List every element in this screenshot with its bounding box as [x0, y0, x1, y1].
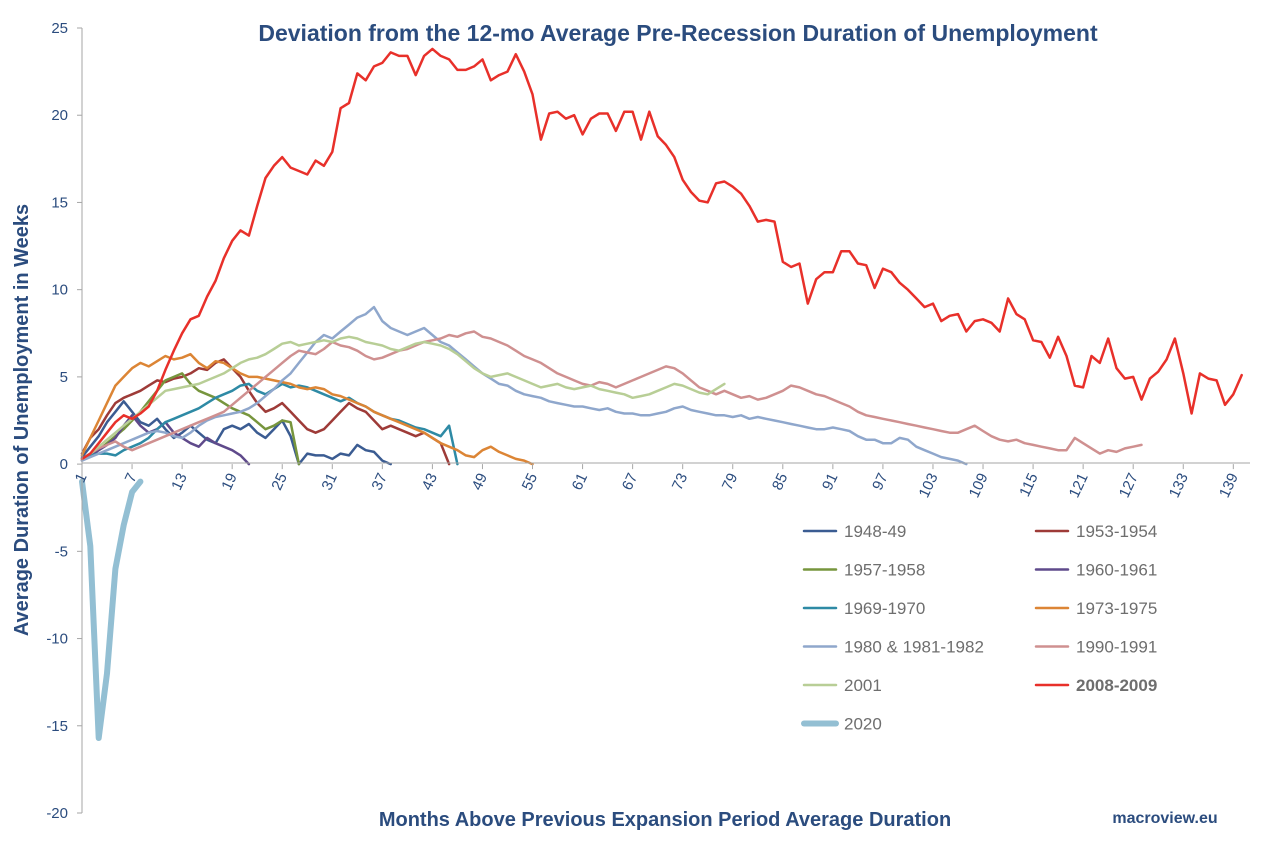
x-tick-label: 1 [72, 471, 91, 486]
y-tick-label: 5 [60, 369, 68, 386]
y-tick-label: 15 [51, 194, 68, 211]
x-ticks: 1 7 13 19 25 31 37 43 49 55 61 67 73 79 85 91 97 103 109 11… [72, 464, 1242, 500]
x-tick-label: 7 [122, 471, 141, 486]
x-tick-label: 133 [1166, 471, 1192, 501]
x-tick-label: 61 [569, 471, 591, 493]
legend-item-1990-1991: 1990-1991 [1034, 638, 1157, 657]
legend-label: 1969-1970 [844, 599, 925, 618]
x-tick-label: 109 [966, 471, 992, 501]
y-axis-label: Average Duration of Unemployment in Week… [11, 204, 33, 636]
y-tick-label: 0 [60, 456, 68, 473]
legend-item-1980-1981-1982: 1980 & 1981-1982 [802, 638, 984, 657]
series-line-1990-1991 [80, 330, 1143, 461]
y-tick-label: 20 [51, 107, 68, 124]
legend-item-1973-1975: 1973-1975 [1034, 599, 1157, 618]
credit-text: macroview.eu [1112, 810, 1217, 827]
x-tick-label: 25 [268, 471, 290, 493]
x-tick-label: 13 [168, 471, 190, 493]
x-tick-label: 115 [1016, 471, 1042, 500]
legend-label: 1990-1991 [1076, 638, 1157, 657]
x-tick-label: 37 [369, 471, 391, 493]
y-ticks: 25 20 15 10 5 0 -5 -10 -15 -20 [46, 20, 82, 822]
legend-label: 2008-2009 [1076, 676, 1157, 695]
x-tick-label: 85 [769, 471, 791, 493]
y-tick-label: 25 [51, 20, 68, 37]
series-line-2001 [80, 335, 726, 461]
x-tick-label: 73 [669, 471, 691, 493]
x-tick-label: 121 [1066, 471, 1092, 501]
legend-label: 1980 & 1981-1982 [844, 638, 984, 657]
x-tick-label: 19 [218, 471, 240, 493]
legend-item-1969-1970: 1969-1970 [802, 599, 925, 618]
x-tick-label: 97 [869, 471, 891, 493]
legend-item-1957-1958: 1957-1958 [802, 561, 925, 580]
legend-label: 1953-1954 [1076, 522, 1157, 541]
legend-item-1953-1954: 1953-1954 [1034, 522, 1157, 541]
legend-item-2020: 2020 [801, 715, 882, 734]
legend: 1948-49 1953-1954 1957-1958 1960-1961 1969-1… [801, 522, 1157, 734]
x-tick-label: 79 [719, 471, 741, 493]
series-line-2020 [79, 478, 144, 741]
x-tick-label: 31 [318, 471, 340, 493]
chart-title: Deviation from the 12-mo Average Pre-Rec… [258, 20, 1098, 46]
y-tick-label: -15 [46, 718, 68, 735]
x-tick-label: 49 [469, 471, 491, 493]
legend-label: 1960-1961 [1076, 561, 1157, 580]
x-tick-label: 91 [819, 471, 841, 493]
legend-item-1948-49: 1948-49 [802, 522, 906, 541]
x-tick-label: 43 [419, 471, 441, 493]
legend-item-2008-2009: 2008-2009 [1034, 676, 1157, 695]
y-tick-label: -10 [46, 631, 68, 648]
legend-label: 1957-1958 [844, 561, 925, 580]
x-tick-label: 139 [1216, 471, 1242, 501]
y-tick-label: -5 [55, 543, 68, 560]
series-line-2008-2009 [80, 47, 1243, 461]
x-axis-label: Months Above Previous Expansion Period A… [379, 809, 951, 831]
series-line-1953-1954 [80, 358, 451, 466]
legend-label: 2020 [844, 715, 882, 734]
y-tick-label: -20 [46, 805, 68, 822]
legend-label: 1948-49 [844, 522, 906, 541]
x-tick-label: 55 [519, 471, 541, 493]
x-tick-label: 67 [619, 471, 641, 493]
legend-label: 2001 [844, 676, 882, 695]
legend-item-1960-1961: 1960-1961 [1034, 561, 1157, 580]
x-tick-label: 103 [916, 471, 942, 501]
axes [81, 28, 1250, 813]
series-line-1973-1975 [80, 352, 534, 466]
series-line-1980-1981-1982 [80, 305, 968, 466]
x-tick-label: 127 [1116, 471, 1142, 501]
series-line-1948-49 [80, 400, 392, 466]
legend-item-2001: 2001 [802, 676, 882, 695]
legend-label: 1973-1975 [1076, 599, 1157, 618]
plot-area [79, 47, 1243, 741]
y-tick-label: 10 [51, 282, 68, 299]
